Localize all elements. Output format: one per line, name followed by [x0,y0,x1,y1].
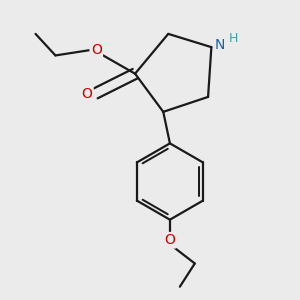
Text: O: O [82,87,92,100]
Text: H: H [228,32,238,45]
Text: N: N [214,38,225,52]
Text: O: O [91,44,102,58]
Text: O: O [164,233,175,247]
